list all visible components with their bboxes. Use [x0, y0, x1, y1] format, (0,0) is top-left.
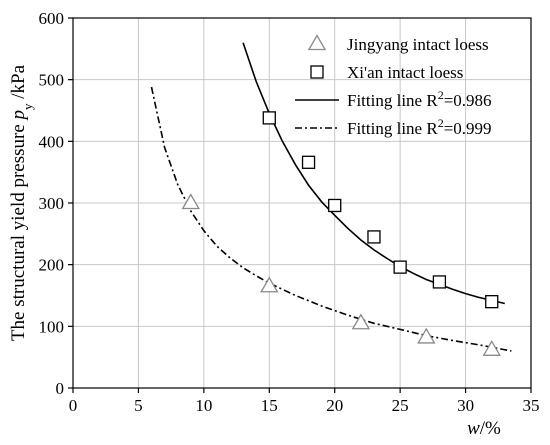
y-axis-label-text: The structural yield pressure	[8, 119, 29, 341]
legend-label: Xi'an intact loess	[347, 63, 463, 82]
data-point-jingyang	[260, 276, 279, 293]
x-axis-label-unit: /%	[480, 418, 501, 439]
data-point-xian	[262, 111, 276, 125]
data-point-jingyang	[482, 339, 501, 356]
legend-swatch-triangle	[307, 34, 327, 51]
fitting-curves	[150, 42, 512, 352]
y-tick-label: 300	[39, 194, 65, 213]
legend: Jingyang intact loess Xi'an intact loess F…	[295, 34, 492, 138]
y-axis-label-subscript: y	[20, 103, 35, 110]
y-tick-label: 600	[39, 9, 65, 28]
axis-ticks: 0 5 10 15 20 25 30 35 0 100 200 300 400 500 600	[39, 9, 540, 415]
grid	[73, 18, 531, 388]
y-tick-label: 200	[39, 256, 65, 275]
x-tick-label: 25	[392, 396, 409, 415]
data-points	[181, 111, 501, 356]
fit-curve-jingyang	[150, 86, 512, 352]
x-axis-label-symbol: w	[467, 418, 480, 439]
legend-swatch-square	[310, 65, 324, 79]
data-point-xian	[485, 295, 499, 309]
fit-curve-xian	[242, 42, 505, 305]
data-point-jingyang	[417, 327, 436, 344]
legend-label: Fitting line R2=0.986	[347, 88, 492, 110]
data-point-jingyang	[181, 193, 200, 210]
y-tick-label: 100	[39, 317, 65, 336]
data-point-xian	[328, 198, 342, 213]
x-tick-label: 35	[523, 396, 540, 415]
x-tick-label: 10	[195, 396, 212, 415]
x-tick-label: 5	[134, 396, 143, 415]
x-tick-label: 0	[69, 396, 78, 415]
data-point-xian	[301, 155, 316, 169]
x-tick-label: 15	[261, 396, 278, 415]
y-tick-label: 500	[39, 71, 65, 90]
data-point-jingyang	[351, 313, 371, 330]
data-point-xian	[367, 230, 381, 244]
data-point-xian	[432, 275, 447, 289]
x-axis-label: w/%	[467, 418, 501, 439]
y-axis-label: The structural yield pressure py /kPa	[8, 64, 35, 341]
legend-label: Jingyang intact loess	[347, 35, 489, 54]
legend-label: Fitting line R2=0.999	[347, 116, 492, 138]
y-axis-label-symbol: p	[8, 110, 29, 122]
y-tick-label: 0	[56, 379, 65, 398]
y-tick-label: 400	[39, 132, 65, 151]
x-tick-label: 20	[326, 396, 343, 415]
y-axis-label-unit: /kPa	[8, 64, 29, 103]
x-tick-label: 30	[457, 396, 474, 415]
data-point-xian	[393, 260, 407, 274]
